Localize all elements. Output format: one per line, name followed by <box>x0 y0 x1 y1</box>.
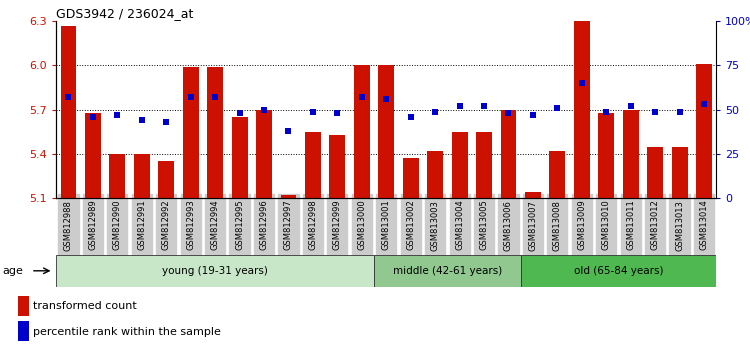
Bar <box>696 64 712 198</box>
Bar <box>622 110 639 198</box>
Bar <box>183 67 199 198</box>
Bar <box>61 25 76 198</box>
Bar <box>305 132 321 198</box>
Bar <box>329 135 345 198</box>
Bar <box>18 321 29 341</box>
Bar <box>672 147 688 198</box>
Text: young (19-31 years): young (19-31 years) <box>162 266 268 276</box>
Bar <box>256 110 272 198</box>
Bar <box>158 161 174 198</box>
Bar <box>374 255 520 287</box>
Bar <box>378 65 394 198</box>
Bar <box>452 132 467 198</box>
Bar <box>574 21 590 198</box>
Bar <box>476 132 492 198</box>
Bar <box>403 158 418 198</box>
Text: old (65-84 years): old (65-84 years) <box>574 266 663 276</box>
Bar <box>56 255 374 287</box>
Bar <box>520 255 716 287</box>
Text: percentile rank within the sample: percentile rank within the sample <box>33 327 221 337</box>
Bar <box>110 154 125 198</box>
Bar <box>85 113 100 198</box>
Bar <box>207 67 223 198</box>
Text: age: age <box>3 266 24 276</box>
Bar <box>500 110 517 198</box>
Bar <box>134 154 150 198</box>
Text: middle (42-61 years): middle (42-61 years) <box>393 266 502 276</box>
Bar <box>354 65 370 198</box>
Bar <box>525 192 541 198</box>
Bar <box>280 195 296 198</box>
Bar <box>647 147 663 198</box>
Text: transformed count: transformed count <box>33 301 137 311</box>
Bar <box>550 151 566 198</box>
Bar <box>598 113 614 198</box>
Bar <box>232 117 248 198</box>
Bar <box>18 296 29 316</box>
Bar <box>427 151 443 198</box>
Text: GDS3942 / 236024_at: GDS3942 / 236024_at <box>56 7 194 20</box>
